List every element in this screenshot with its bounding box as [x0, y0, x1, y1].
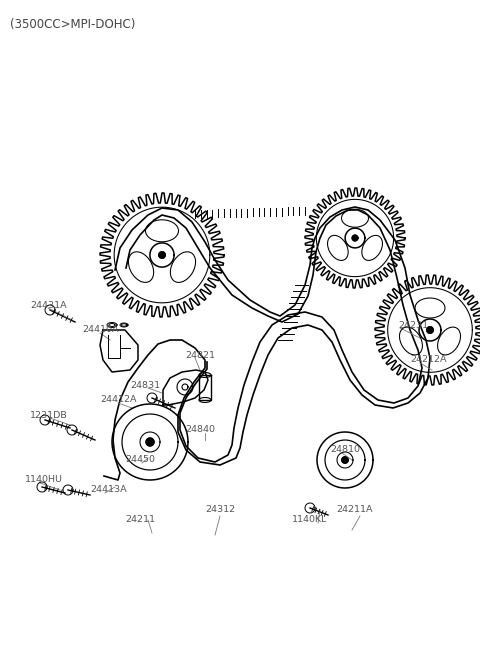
Text: 24412A: 24412A: [100, 396, 136, 405]
Text: 1140KL: 1140KL: [292, 515, 328, 525]
Text: 24831: 24831: [130, 381, 160, 390]
Polygon shape: [342, 457, 348, 463]
Text: 24312: 24312: [205, 506, 235, 514]
Text: 24821: 24821: [185, 350, 215, 360]
Polygon shape: [352, 235, 358, 241]
Text: 24810: 24810: [330, 445, 360, 455]
Text: 24450: 24450: [125, 455, 155, 464]
Text: 24231: 24231: [398, 320, 428, 329]
Text: 24840: 24840: [185, 426, 215, 434]
Text: (3500CC>MPI-DOHC): (3500CC>MPI-DOHC): [10, 18, 135, 31]
Text: 24431A: 24431A: [30, 301, 67, 310]
Text: 24413A: 24413A: [90, 485, 127, 495]
Text: 24212A: 24212A: [410, 356, 446, 364]
Text: 24211: 24211: [125, 515, 155, 525]
Text: 1140HU: 1140HU: [25, 476, 63, 485]
Polygon shape: [427, 327, 433, 333]
Text: 24211A: 24211A: [337, 506, 373, 514]
Text: 24410A: 24410A: [82, 326, 119, 335]
Polygon shape: [159, 252, 165, 258]
Text: 1231DB: 1231DB: [30, 411, 68, 419]
Polygon shape: [146, 438, 154, 446]
